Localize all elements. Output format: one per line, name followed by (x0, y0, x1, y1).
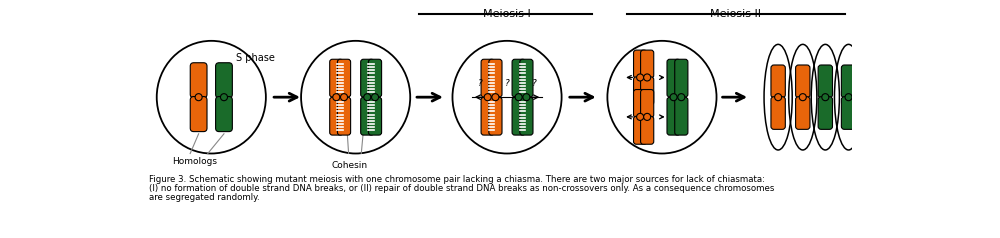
FancyBboxPatch shape (216, 63, 232, 98)
FancyBboxPatch shape (675, 97, 688, 135)
FancyBboxPatch shape (337, 97, 351, 135)
Circle shape (678, 94, 685, 101)
FancyBboxPatch shape (634, 89, 647, 118)
Circle shape (670, 94, 677, 101)
FancyBboxPatch shape (368, 97, 382, 135)
FancyBboxPatch shape (330, 59, 343, 97)
Circle shape (845, 94, 852, 101)
FancyBboxPatch shape (489, 59, 502, 97)
FancyBboxPatch shape (216, 97, 232, 132)
FancyBboxPatch shape (667, 97, 680, 135)
FancyBboxPatch shape (667, 59, 680, 97)
FancyBboxPatch shape (634, 50, 647, 78)
FancyBboxPatch shape (641, 116, 654, 144)
FancyBboxPatch shape (841, 65, 856, 98)
FancyBboxPatch shape (818, 97, 832, 129)
Text: ?: ? (478, 79, 483, 88)
Circle shape (644, 74, 651, 81)
Circle shape (333, 94, 340, 101)
FancyBboxPatch shape (190, 63, 207, 98)
FancyBboxPatch shape (641, 50, 654, 78)
FancyBboxPatch shape (634, 116, 647, 144)
Circle shape (637, 74, 644, 81)
FancyBboxPatch shape (190, 97, 207, 132)
Circle shape (364, 94, 371, 101)
FancyBboxPatch shape (634, 77, 647, 105)
FancyBboxPatch shape (330, 97, 343, 135)
Circle shape (371, 94, 379, 101)
FancyBboxPatch shape (675, 59, 688, 97)
Circle shape (492, 94, 499, 101)
FancyBboxPatch shape (361, 97, 374, 135)
Text: (I) no formation of double strand DNA breaks, or (II) repair of double strand DN: (I) no formation of double strand DNA br… (149, 184, 775, 193)
Circle shape (523, 94, 530, 101)
Text: Cohesin: Cohesin (331, 161, 367, 169)
Circle shape (775, 94, 782, 101)
FancyBboxPatch shape (796, 65, 810, 98)
Text: S phase: S phase (236, 54, 275, 64)
FancyBboxPatch shape (512, 97, 525, 135)
Circle shape (822, 94, 829, 101)
Circle shape (637, 113, 644, 120)
Text: Figure 3. Schematic showing mutant meiosis with one chromosome pair lacking a ch: Figure 3. Schematic showing mutant meios… (149, 175, 765, 184)
FancyBboxPatch shape (796, 97, 810, 129)
Circle shape (799, 94, 806, 101)
FancyBboxPatch shape (641, 77, 654, 105)
Circle shape (484, 94, 491, 101)
FancyBboxPatch shape (337, 59, 351, 97)
Text: are segregated randomly.: are segregated randomly. (149, 193, 260, 202)
FancyBboxPatch shape (520, 59, 533, 97)
FancyBboxPatch shape (361, 59, 374, 97)
FancyBboxPatch shape (771, 65, 785, 98)
FancyBboxPatch shape (512, 59, 525, 97)
Text: Meiosis II: Meiosis II (710, 9, 761, 19)
FancyBboxPatch shape (520, 97, 533, 135)
FancyBboxPatch shape (641, 89, 654, 118)
Text: ?: ? (505, 79, 509, 88)
Circle shape (195, 94, 202, 101)
Text: Homologs: Homologs (173, 157, 218, 166)
FancyBboxPatch shape (368, 59, 382, 97)
FancyBboxPatch shape (771, 97, 785, 129)
FancyBboxPatch shape (818, 65, 832, 98)
FancyBboxPatch shape (481, 97, 494, 135)
Text: Meiosis I: Meiosis I (483, 9, 531, 19)
Circle shape (644, 113, 651, 120)
FancyBboxPatch shape (841, 97, 856, 129)
Circle shape (515, 94, 522, 101)
Circle shape (341, 94, 348, 101)
Text: ?: ? (531, 79, 536, 88)
FancyBboxPatch shape (489, 97, 502, 135)
FancyBboxPatch shape (481, 59, 494, 97)
Circle shape (220, 94, 227, 101)
